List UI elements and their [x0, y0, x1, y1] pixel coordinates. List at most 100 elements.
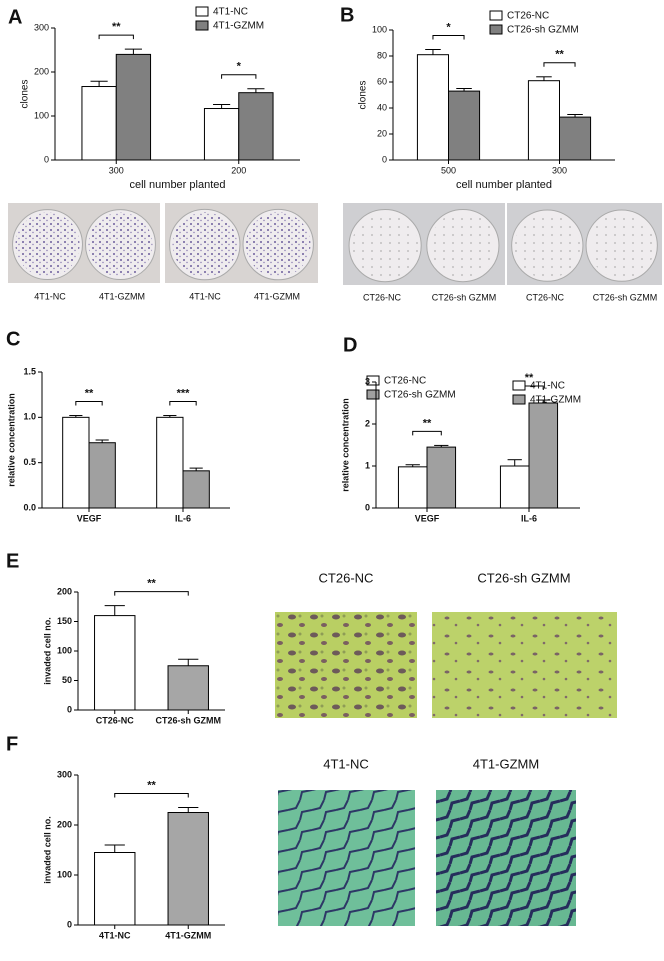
bar [397, 466, 428, 509]
panel-letter: C [6, 328, 20, 350]
y-tick-label: 0 [365, 502, 370, 512]
bar [182, 470, 210, 509]
y-tick-label: 200 [57, 819, 72, 829]
legend-label: CT26-sh GZMM [384, 390, 456, 401]
x-tick-label: VEGF [77, 513, 102, 523]
colonies [172, 212, 237, 277]
legend-label: 4T1-NC [213, 7, 248, 18]
y-tick-label: 40 [377, 102, 387, 112]
significance-label: ** [112, 21, 121, 33]
significance-bracket [221, 74, 257, 79]
panel-letter: B [340, 4, 354, 26]
photo-label: 4T1-GZMM [254, 291, 300, 301]
photo [275, 612, 417, 718]
bar [499, 465, 530, 509]
x-axis-label: cell number planted [456, 179, 552, 191]
photo-label: 4T1-NC [323, 756, 369, 771]
photo-label: CT26-sh GZMM [593, 292, 658, 302]
bar [416, 54, 450, 161]
significance-bracket [412, 430, 442, 436]
legend-swatch [366, 389, 380, 400]
bar [167, 665, 209, 711]
x-tick-label: VEGF [415, 513, 440, 523]
bar [448, 90, 481, 161]
panel-letter: F [6, 733, 18, 755]
panel-letter: E [6, 550, 19, 572]
photo [432, 612, 617, 718]
y-tick-label: 100 [34, 110, 49, 120]
bar [94, 852, 136, 926]
significance-label: ** [525, 372, 534, 384]
legend-swatch [195, 6, 209, 17]
bar [426, 446, 457, 509]
legend-swatch [512, 380, 526, 391]
colonies [88, 212, 153, 277]
significance-bracket [75, 401, 103, 406]
photo-label: 4T1-GZMM [99, 291, 145, 301]
y-tick-label: 300 [57, 769, 72, 779]
significance-label: * [237, 61, 242, 73]
colonies [246, 212, 311, 277]
y-tick-label: 150 [57, 616, 72, 626]
panel-letter: D [343, 334, 357, 356]
y-tick-label: 0.0 [23, 502, 36, 512]
y-tick-label: 100 [57, 869, 72, 879]
bar [203, 108, 240, 161]
photo [436, 790, 576, 926]
x-tick-label: CT26-NC [96, 715, 135, 725]
legend-label: CT26-sh GZMM [507, 25, 579, 36]
y-axis-label: invaded cell no. [42, 816, 52, 884]
legend-label: CT26-NC [507, 11, 549, 22]
significance-label: ** [85, 387, 94, 399]
legend-label: 4T1-GZMM [213, 21, 264, 32]
significance-label: ** [147, 779, 156, 791]
y-tick-label: 60 [377, 76, 387, 86]
legend-swatch [489, 10, 503, 21]
bar [528, 402, 559, 509]
legend-label: 4T1-NC [530, 381, 565, 392]
x-axis-label: cell number planted [129, 179, 225, 191]
significance-bracket [98, 34, 134, 40]
bar [238, 92, 274, 161]
significance-bracket [432, 35, 465, 40]
legend-label: CT26-NC [384, 376, 426, 387]
y-tick-label: 0 [44, 154, 49, 164]
y-tick-label: 0 [382, 154, 387, 164]
y-tick-label: 0 [67, 919, 72, 929]
legend-swatch [366, 375, 380, 386]
y-axis-label: relative concentration [340, 398, 350, 492]
y-axis-label: clones [20, 80, 31, 109]
y-tick-label: 2 [365, 418, 370, 428]
significance-label: * [446, 21, 451, 33]
photo-label: CT26-sh GZMM [477, 570, 570, 585]
y-tick-label: 200 [57, 586, 72, 596]
y-tick-label: 50 [62, 675, 72, 685]
photo-label: 4T1-GZMM [473, 756, 539, 771]
y-axis-label: invaded cell no. [42, 617, 52, 685]
colonies [589, 212, 655, 279]
x-tick-label: IL-6 [175, 513, 191, 523]
x-tick-label: 500 [441, 165, 456, 175]
y-tick-label: 300 [34, 22, 49, 32]
y-tick-label: 1.5 [23, 366, 36, 376]
colonies [15, 212, 80, 277]
photo-label: CT26-NC [363, 292, 402, 302]
panel-letter: A [8, 6, 22, 28]
colonies [352, 212, 419, 279]
legend-label: 4T1-GZMM [530, 395, 581, 406]
x-tick-label: 300 [552, 165, 567, 175]
bar [88, 442, 116, 509]
significance-bracket [114, 793, 189, 798]
bar [115, 53, 152, 161]
y-tick-label: 100 [372, 24, 387, 34]
y-tick-label: 1 [365, 460, 370, 470]
bar [62, 416, 90, 509]
y-axis-label: relative concentration [6, 393, 16, 487]
bar [156, 416, 184, 509]
y-tick-label: 0 [67, 704, 72, 714]
x-tick-label: IL-6 [521, 513, 537, 523]
photo-label: CT26-sh GZMM [432, 292, 497, 302]
y-tick-label: 20 [377, 128, 387, 138]
y-axis-label: clones [358, 81, 369, 110]
